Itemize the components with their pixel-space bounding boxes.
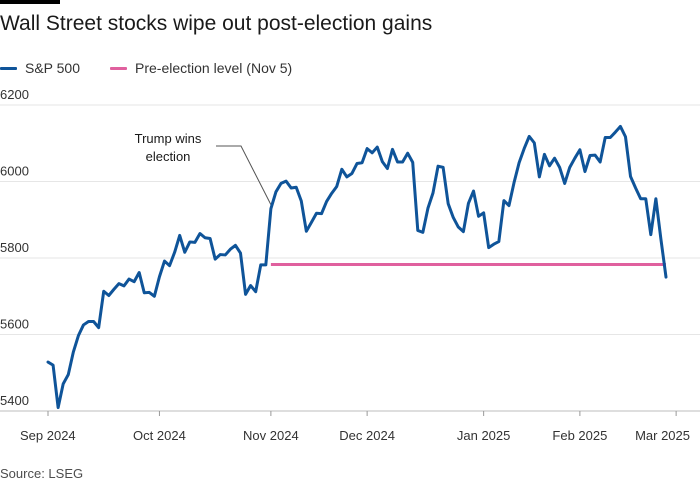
y-axis-labels: 5400 5600 5800 6000 6200 xyxy=(0,87,29,408)
y-tick-label-6200: 6200 xyxy=(0,87,29,102)
legend-label-sp500: S&P 500 xyxy=(25,60,81,76)
y-tick-label-5600: 5600 xyxy=(0,317,29,332)
x-tick-label-3: Dec 2024 xyxy=(339,428,395,443)
legend-item-sp500: S&P 500 xyxy=(0,60,80,76)
y-tick-label-5400: 5400 xyxy=(0,393,29,408)
gridlines xyxy=(0,104,700,412)
brand-bar xyxy=(0,0,60,4)
series-group xyxy=(46,124,668,410)
x-tick-label-6: Mar 2025 xyxy=(635,428,690,443)
legend-item-pre-election: Pre-election level (Nov 5) xyxy=(110,60,292,76)
x-tick-label-1: Oct 2024 xyxy=(133,428,186,443)
x-tick-label-0: Sep 2024 xyxy=(20,428,76,443)
source-note: Source: LSEG xyxy=(0,466,84,481)
legend: S&P 500 Pre-election level (Nov 5) xyxy=(0,60,322,76)
sp500-line xyxy=(46,124,668,410)
x-axis: Sep 2024 Oct 2024 Nov 2024 Dec 2024 Jan 2025… xyxy=(20,411,690,443)
chart-title: Wall Street stocks wipe out post-electio… xyxy=(0,12,433,35)
x-tick-label-2: Nov 2024 xyxy=(243,428,299,443)
annotation-line-2: election xyxy=(146,149,191,164)
legend-label-pre-election: Pre-election level (Nov 5) xyxy=(135,60,293,76)
annotation-leader-line xyxy=(216,145,272,205)
legend-swatch-pre-election xyxy=(110,66,128,70)
annotation: Trump wins election xyxy=(135,131,272,205)
x-tick-label-5: Feb 2025 xyxy=(552,428,607,443)
annotation-line-1: Trump wins xyxy=(135,131,202,146)
y-tick-label-5800: 5800 xyxy=(0,240,29,255)
x-tick-label-4: Jan 2025 xyxy=(457,428,511,443)
legend-swatch-sp500 xyxy=(0,66,17,70)
y-tick-label-6000: 6000 xyxy=(0,164,29,179)
